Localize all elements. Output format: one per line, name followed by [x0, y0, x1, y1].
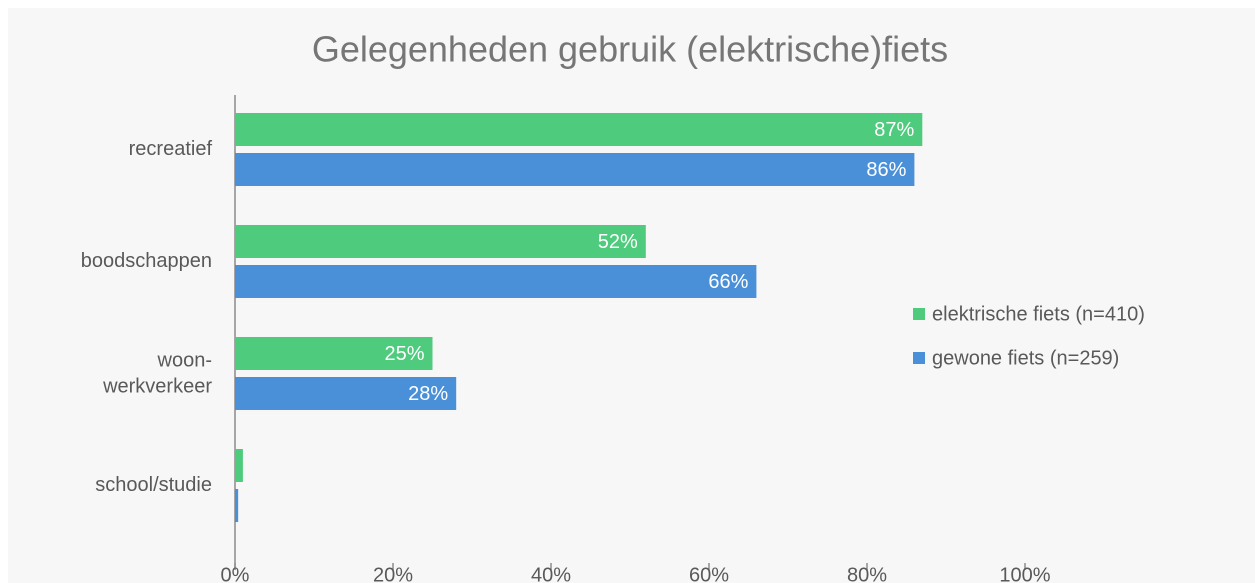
bar — [235, 153, 915, 186]
label-line: woon- — [157, 350, 212, 372]
legend-swatch — [913, 352, 925, 364]
bar — [235, 489, 239, 522]
legend-label: elektrische fiets (n=410) — [932, 303, 1145, 325]
chart-title: Gelegenheden gebruik (elektrische)fiets — [312, 29, 948, 70]
x-tick-label: 0% — [221, 564, 250, 583]
x-tick-label: 60% — [689, 564, 729, 583]
bar — [235, 225, 646, 258]
x-tick-label: 40% — [531, 564, 571, 583]
x-tick-label: 100% — [999, 564, 1050, 583]
y-tick-label: recreatief — [129, 138, 213, 160]
x-tick-label: 80% — [847, 564, 887, 583]
data-label: 87% — [874, 119, 914, 141]
bar — [235, 337, 433, 370]
legend-label: gewone fiets (n=259) — [932, 347, 1119, 369]
y-tick-label: boodschappen — [81, 250, 212, 272]
x-tick-label: 20% — [373, 564, 413, 583]
data-label: 25% — [384, 343, 424, 365]
bar — [235, 265, 757, 298]
bar — [235, 113, 923, 146]
bar — [235, 377, 457, 410]
data-label: 86% — [866, 159, 906, 181]
label-line: werkverkeer — [102, 376, 212, 398]
y-tick-label: woon-werkverkeer — [102, 350, 212, 398]
data-label: 28% — [408, 383, 448, 405]
legend-swatch — [913, 308, 925, 320]
data-label: 52% — [598, 231, 638, 253]
bar — [235, 449, 243, 482]
data-label: 66% — [708, 271, 748, 293]
y-tick-label: school/studie — [95, 474, 212, 496]
